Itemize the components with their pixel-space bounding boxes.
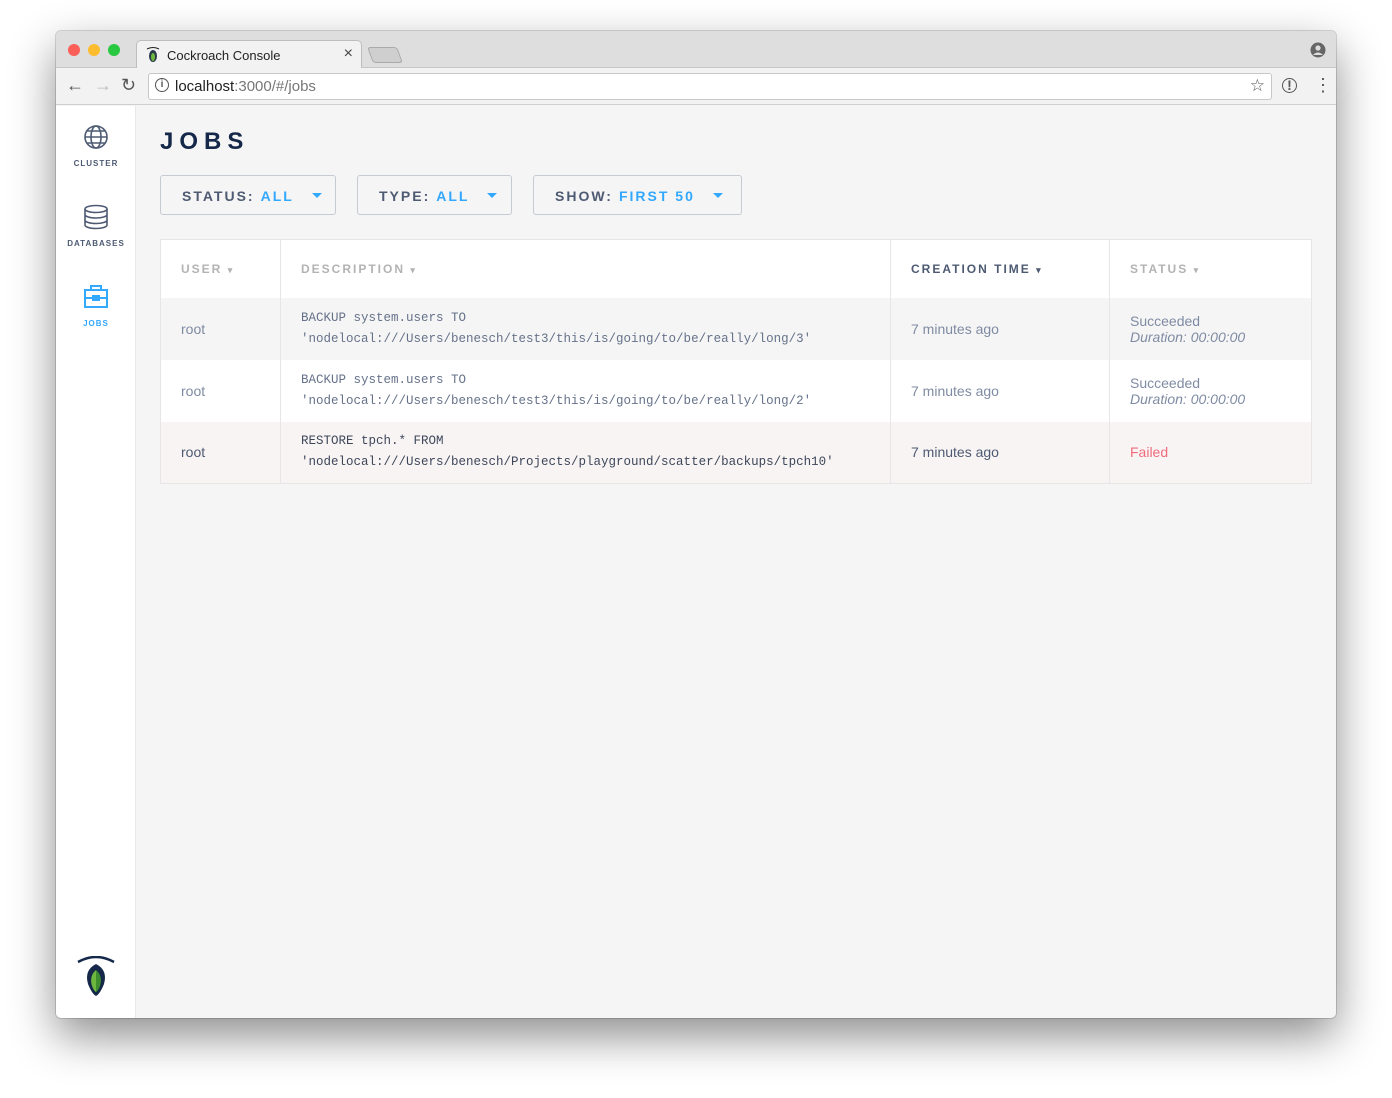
user-cell: root	[160, 297, 281, 360]
status-cell: Succeeded Duration: 00:00:00	[1109, 359, 1312, 422]
database-icon	[84, 204, 108, 230]
sidebar-item-jobs[interactable]: JOBS	[56, 284, 136, 328]
column-header-user[interactable]: USER ▾	[160, 239, 281, 298]
back-icon[interactable]: ←	[66, 75, 84, 95]
filter-label: SHOW:	[555, 188, 613, 204]
creation-time-cell: 7 minutes ago	[890, 421, 1110, 484]
status-cell: Failed	[1109, 421, 1312, 484]
address-bar[interactable]: i localhost:3000/#/jobs ☆	[148, 73, 1272, 100]
sort-arrow-icon: ▾	[410, 264, 417, 275]
sidebar-item-cluster[interactable]: CLUSTER	[56, 124, 136, 168]
type-filter-dropdown[interactable]: TYPE: ALL	[357, 175, 512, 215]
column-header-creation-time[interactable]: CREATION TIME ▾	[890, 239, 1110, 298]
sidebar: CLUSTER DATABASES JOBS	[56, 106, 136, 1018]
sidebar-item-databases[interactable]: DATABASES	[56, 204, 136, 248]
description-cell: RESTORE tpch.* FROM'nodelocal:///Users/b…	[280, 421, 891, 484]
filter-value: ALL	[260, 188, 294, 204]
browser-toolbar: ← → ↻ i localhost:3000/#/jobs ☆ ! ⋮	[56, 68, 1336, 105]
user-cell: root	[160, 421, 281, 484]
bookmark-star-icon[interactable]: ☆	[1249, 76, 1265, 95]
status-cell: Succeeded Duration: 00:00:00	[1109, 297, 1312, 360]
table-row[interactable]: root RESTORE tpch.* FROM'nodelocal:///Us…	[160, 421, 1312, 484]
sort-arrow-icon: ▾	[227, 264, 235, 275]
table-header: USER ▾ DESCRIPTION ▾ CREATION TIME ▾ STA…	[160, 239, 1312, 298]
sort-arrow-icon: ▾	[1193, 264, 1201, 275]
close-tab-icon[interactable]: ×	[343, 45, 353, 62]
show-filter-dropdown[interactable]: SHOW: FIRST 50	[533, 175, 742, 215]
forward-icon[interactable]: →	[94, 75, 112, 95]
maximize-window-button[interactable]	[108, 44, 120, 56]
description-cell: BACKUP system.users TO'nodelocal:///User…	[280, 359, 891, 422]
filter-value: FIRST 50	[618, 188, 695, 204]
url-host: localhost	[175, 78, 235, 95]
minimize-window-button[interactable]	[88, 44, 100, 56]
caret-down-icon	[712, 193, 723, 198]
jobs-table: USER ▾ DESCRIPTION ▾ CREATION TIME ▾ STA…	[160, 239, 1312, 484]
sidebar-item-label: DATABASES	[67, 239, 125, 248]
sort-arrow-icon: ▾	[1036, 264, 1043, 275]
globe-icon	[84, 125, 108, 149]
sidebar-item-label: CLUSTER	[73, 159, 119, 168]
cockroach-logo-icon[interactable]	[76, 956, 116, 998]
menu-kebab-icon[interactable]: ⋮	[1314, 75, 1332, 95]
browser-window: Cockroach Console × ← → ↻ i localhost:30…	[56, 31, 1336, 1018]
new-tab-button[interactable]	[367, 47, 403, 63]
cockroach-favicon-icon	[146, 47, 160, 62]
sidebar-item-label: JOBS	[83, 319, 109, 328]
extension-icon[interactable]: !	[1282, 78, 1297, 93]
creation-time-cell: 7 minutes ago	[890, 359, 1110, 422]
profile-icon[interactable]	[1310, 42, 1326, 58]
page-title: JOBS	[160, 128, 250, 155]
info-icon[interactable]: i	[155, 78, 169, 92]
caret-down-icon	[487, 193, 498, 198]
filter-label: STATUS:	[182, 188, 255, 204]
description-cell: BACKUP system.users TO'nodelocal:///User…	[280, 297, 891, 360]
filter-value: ALL	[436, 188, 470, 204]
table-row[interactable]: root BACKUP system.users TO'nodelocal://…	[160, 297, 1312, 360]
creation-time-cell: 7 minutes ago	[890, 297, 1110, 360]
filter-label: TYPE:	[379, 188, 431, 204]
close-window-button[interactable]	[68, 44, 80, 56]
browser-tab[interactable]: Cockroach Console ×	[136, 40, 362, 69]
status-filter-dropdown[interactable]: STATUS: ALL	[160, 175, 336, 215]
tab-title: Cockroach Console	[167, 48, 281, 63]
caret-down-icon	[311, 193, 322, 198]
reload-icon[interactable]: ↻	[121, 75, 137, 95]
user-cell: root	[160, 359, 281, 422]
title-bar: Cockroach Console ×	[56, 31, 1336, 69]
briefcase-icon	[84, 285, 108, 308]
column-header-description[interactable]: DESCRIPTION ▾	[280, 239, 891, 298]
table-row[interactable]: root BACKUP system.users TO'nodelocal://…	[160, 359, 1312, 422]
column-header-status[interactable]: STATUS ▾	[1109, 239, 1312, 298]
url-path: :3000/#/jobs	[234, 78, 316, 95]
main-content: JOBS STATUS: ALL TYPE: ALL SHOW: FIRST 50 U…	[136, 106, 1336, 1018]
